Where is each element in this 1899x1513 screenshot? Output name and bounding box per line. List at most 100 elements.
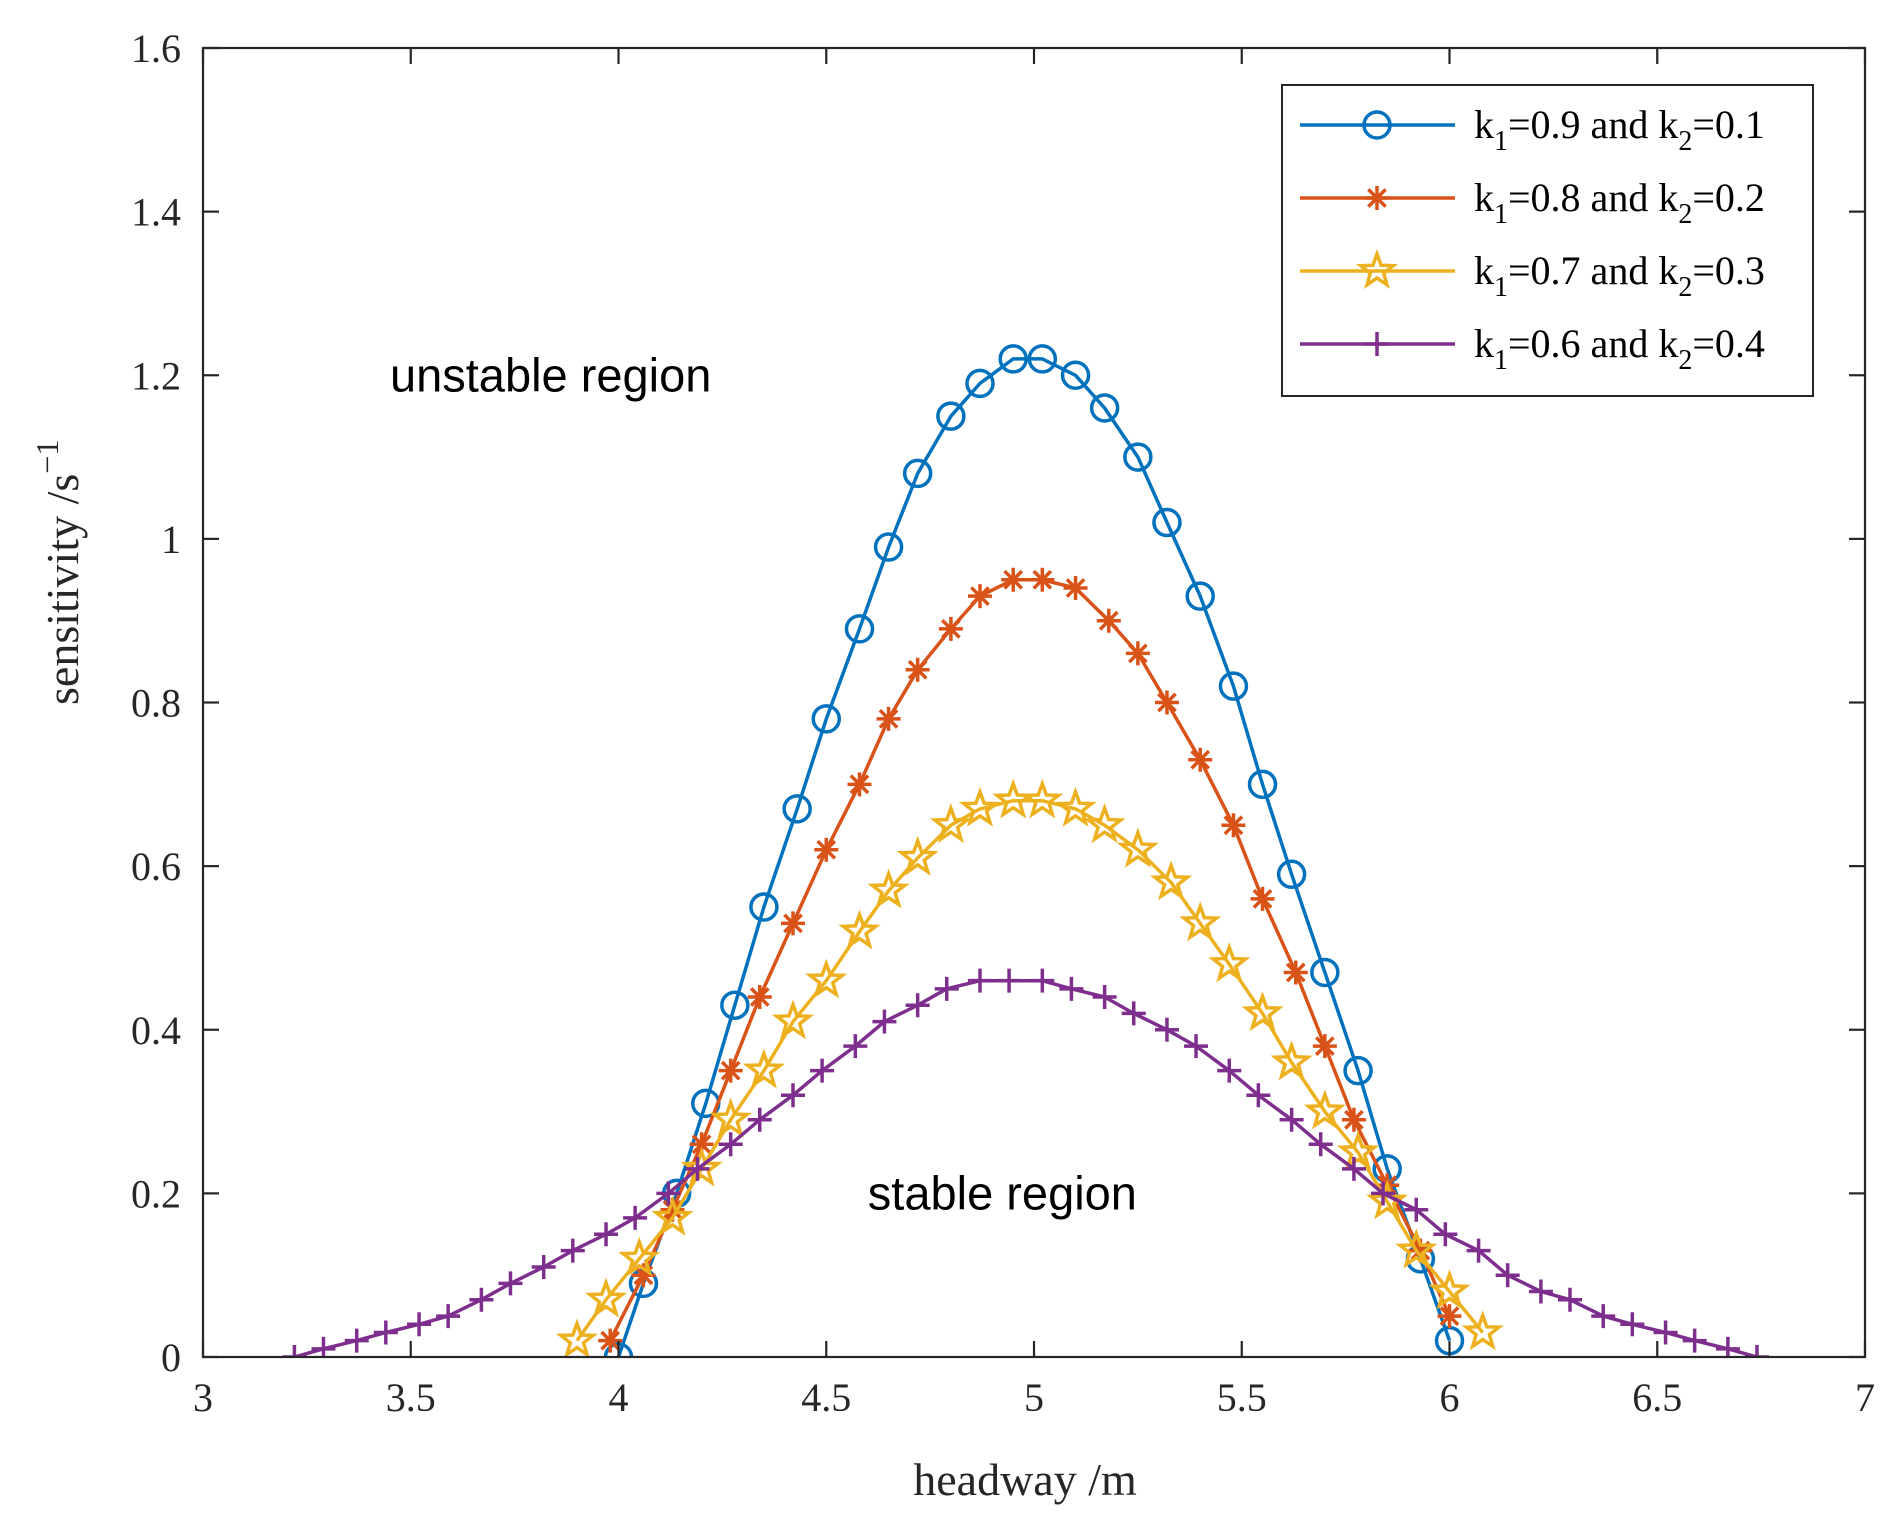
data-point-1-13 bbox=[1001, 567, 1026, 592]
data-point-2-24 bbox=[1303, 1089, 1346, 1130]
data-point-3-2 bbox=[344, 1328, 369, 1353]
data-point-3-37 bbox=[1433, 1222, 1458, 1247]
plot-area bbox=[282, 344, 1769, 1357]
y-tick-label-8: 1.6 bbox=[131, 26, 181, 71]
legend-glyph-0 bbox=[1300, 110, 1455, 140]
data-point-3-32 bbox=[1279, 1107, 1304, 1132]
x-tick-label-3: 4.5 bbox=[801, 1375, 851, 1420]
data-point-3-4 bbox=[407, 1312, 432, 1337]
data-point-0-13 bbox=[998, 344, 1028, 374]
data-point-2-4 bbox=[680, 1146, 723, 1187]
data-point-1-21 bbox=[1250, 886, 1275, 911]
data-point-3-39 bbox=[1495, 1263, 1520, 1288]
y-tick-label-6: 1.2 bbox=[131, 353, 181, 398]
data-point-3-27 bbox=[1121, 1001, 1146, 1026]
data-point-3-22 bbox=[967, 968, 992, 993]
data-point-1-9 bbox=[876, 706, 901, 731]
data-point-3-36 bbox=[1404, 1197, 1429, 1222]
data-point-3-31 bbox=[1246, 1083, 1271, 1108]
data-point-2-2 bbox=[618, 1236, 661, 1277]
data-point-0-4 bbox=[720, 990, 750, 1020]
series-line-1 bbox=[608, 578, 1452, 1342]
data-point-0-6 bbox=[782, 794, 812, 824]
data-point-0-9 bbox=[873, 532, 904, 562]
data-point-2-17 bbox=[1083, 803, 1126, 844]
data-point-3-26 bbox=[1092, 985, 1117, 1010]
data-point-1-17 bbox=[1125, 641, 1150, 666]
legend-entry-0: k1=0.9 and k2=0.1 bbox=[1300, 102, 1765, 157]
data-point-3-23 bbox=[997, 968, 1022, 993]
data-point-2-0 bbox=[555, 1318, 598, 1357]
data-point-1-11 bbox=[938, 616, 963, 641]
data-point-2-5 bbox=[709, 1097, 752, 1138]
legend-glyph-3 bbox=[1300, 332, 1455, 356]
data-point-2-9 bbox=[838, 909, 881, 950]
legend-label-0: k1=0.9 and k2=0.1 bbox=[1474, 102, 1765, 157]
x-tick-label-4: 5 bbox=[1024, 1375, 1044, 1420]
unstable-region-label: unstable region bbox=[390, 348, 711, 401]
data-point-3-24 bbox=[1030, 968, 1055, 993]
data-point-1-2 bbox=[660, 1197, 685, 1222]
legend-glyph-2 bbox=[1300, 248, 1455, 289]
data-point-0-20 bbox=[1218, 671, 1249, 701]
data-point-1-22 bbox=[1283, 960, 1308, 985]
data-point-1-24 bbox=[1341, 1107, 1366, 1132]
data-point-3-9 bbox=[560, 1238, 585, 1263]
y-tick-label-4: 0.8 bbox=[131, 681, 181, 726]
data-point-3-8 bbox=[531, 1255, 556, 1280]
data-point-0-16 bbox=[1089, 393, 1120, 423]
data-point-3-11 bbox=[623, 1205, 648, 1230]
data-point-3-45 bbox=[1682, 1328, 1707, 1353]
y-tick-label-0: 0 bbox=[161, 1335, 181, 1380]
data-point-1-1 bbox=[631, 1263, 656, 1288]
legend-entry-3: k1=0.6 and k2=0.4 bbox=[1300, 321, 1765, 376]
data-point-3-42 bbox=[1591, 1304, 1616, 1329]
series-line-3 bbox=[293, 978, 1758, 1357]
data-point-2-16 bbox=[1054, 786, 1097, 827]
data-point-0-23 bbox=[1310, 957, 1340, 988]
legend-marker-2 bbox=[1355, 248, 1399, 289]
x-axis-title: headway /m bbox=[913, 1454, 1137, 1505]
y-tick-label-2: 0.4 bbox=[131, 1008, 181, 1053]
data-point-3-17 bbox=[810, 1058, 835, 1083]
data-point-0-10 bbox=[902, 458, 933, 489]
data-point-0-21 bbox=[1247, 769, 1278, 800]
data-point-3-33 bbox=[1308, 1132, 1333, 1157]
data-point-3-6 bbox=[469, 1287, 494, 1312]
x-tick-label-1: 3.5 bbox=[386, 1375, 436, 1420]
legend-label-3: k1=0.6 and k2=0.4 bbox=[1474, 321, 1765, 376]
data-point-2-28 bbox=[1428, 1269, 1471, 1310]
data-point-2-11 bbox=[896, 835, 939, 876]
data-point-3-0 bbox=[282, 1345, 307, 1357]
y-tick-label-3: 0.6 bbox=[131, 844, 181, 889]
data-point-2-27 bbox=[1395, 1228, 1438, 1269]
data-point-3-47 bbox=[1744, 1345, 1769, 1357]
legend-marker-3 bbox=[1365, 332, 1389, 356]
data-point-1-14 bbox=[1030, 567, 1055, 592]
x-tick-label-6: 6 bbox=[1440, 1375, 1460, 1420]
data-point-2-12 bbox=[929, 803, 972, 844]
data-point-3-7 bbox=[498, 1271, 523, 1296]
series-1 bbox=[598, 567, 1462, 1353]
data-point-3-12 bbox=[656, 1181, 681, 1206]
legend-entry-1: k1=0.8 and k2=0.2 bbox=[1300, 175, 1765, 230]
data-point-2-18 bbox=[1116, 827, 1159, 868]
data-point-1-7 bbox=[814, 837, 839, 862]
data-point-1-3 bbox=[689, 1132, 714, 1157]
data-point-1-19 bbox=[1188, 747, 1213, 772]
data-point-2-3 bbox=[651, 1195, 694, 1236]
data-point-3-34 bbox=[1341, 1156, 1366, 1181]
data-point-3-18 bbox=[843, 1034, 868, 1059]
data-point-0-24 bbox=[1343, 1055, 1373, 1086]
data-point-3-3 bbox=[373, 1320, 398, 1345]
series-3 bbox=[282, 968, 1769, 1357]
y-axis-title: sensitivity /s−1 bbox=[29, 440, 88, 705]
stable-region-label: stable region bbox=[868, 1166, 1137, 1219]
data-point-1-0 bbox=[598, 1328, 623, 1353]
data-point-1-27 bbox=[1437, 1304, 1462, 1329]
data-point-2-26 bbox=[1366, 1179, 1409, 1220]
data-point-1-5 bbox=[747, 985, 772, 1010]
y-axis-title-exponent: −1 bbox=[29, 440, 65, 474]
legend-marker-1 bbox=[1365, 186, 1389, 210]
